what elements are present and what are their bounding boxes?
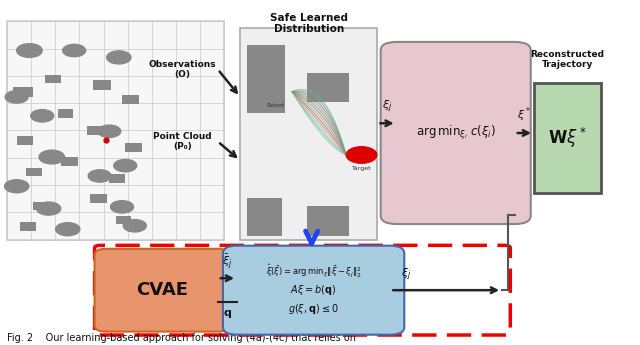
Bar: [240, 28, 378, 239]
Bar: [20, 222, 36, 231]
Circle shape: [107, 51, 131, 64]
Bar: [307, 207, 349, 236]
Bar: [307, 72, 349, 102]
Circle shape: [5, 91, 28, 103]
Text: $\mathbf{q}$: $\mathbf{q}$: [223, 308, 232, 321]
Circle shape: [111, 201, 134, 213]
Text: Point Cloud
(P₀): Point Cloud (P₀): [154, 132, 212, 151]
Bar: [87, 126, 104, 135]
Bar: [116, 216, 131, 224]
Text: $A\xi = b(\mathbf{q})$: $A\xi = b(\mathbf{q})$: [291, 283, 337, 297]
Text: $\xi_j$: $\xi_j$: [401, 266, 412, 283]
Circle shape: [17, 44, 42, 57]
Text: CVAE: CVAE: [136, 281, 188, 299]
Circle shape: [36, 202, 61, 215]
Bar: [246, 198, 282, 236]
Bar: [17, 136, 33, 145]
Circle shape: [346, 147, 377, 163]
Circle shape: [31, 110, 54, 122]
Circle shape: [124, 219, 147, 232]
Text: Robot: Robot: [266, 103, 284, 108]
FancyBboxPatch shape: [381, 42, 531, 224]
Bar: [7, 21, 224, 239]
Circle shape: [56, 223, 80, 236]
Text: Target: Target: [352, 166, 371, 171]
Bar: [93, 80, 111, 90]
Bar: [90, 195, 107, 204]
FancyBboxPatch shape: [223, 246, 404, 335]
Circle shape: [63, 45, 86, 57]
Text: $\mathrm{arg\,min}_{\xi_i}\ c(\xi_i)$: $\mathrm{arg\,min}_{\xi_i}\ c(\xi_i)$: [415, 124, 496, 142]
Bar: [26, 168, 42, 176]
Text: Reconstructed
Trajectory: Reconstructed Trajectory: [531, 50, 604, 69]
Circle shape: [114, 159, 137, 172]
Bar: [109, 174, 125, 183]
Circle shape: [98, 125, 121, 137]
Bar: [246, 45, 285, 113]
FancyBboxPatch shape: [95, 249, 229, 332]
Text: $\xi^*$: $\xi^*$: [517, 106, 531, 125]
Circle shape: [4, 180, 29, 193]
Circle shape: [39, 150, 65, 164]
Circle shape: [88, 170, 111, 182]
Bar: [61, 157, 78, 166]
Text: Fig. 2    Our learning-based approach for solving (4a)-(4c) that relies on: Fig. 2 Our learning-based approach for s…: [7, 333, 356, 343]
Bar: [122, 95, 139, 104]
Bar: [125, 143, 142, 152]
Text: $g(\xi,\mathbf{q}) \leq 0$: $g(\xi,\mathbf{q}) \leq 0$: [288, 302, 339, 316]
Text: $\xi_j$: $\xi_j$: [382, 98, 392, 115]
Bar: [13, 87, 33, 97]
Bar: [45, 75, 61, 83]
Bar: [58, 109, 74, 118]
Text: $\mathbf{W}\xi^*$: $\mathbf{W}\xi^*$: [548, 126, 587, 150]
Bar: [33, 202, 48, 210]
Text: Safe Learned
Distribution: Safe Learned Distribution: [270, 13, 348, 34]
Text: $\hat{\xi}(\bar{\xi})=\mathrm{arg\,min}_{\xi}\|\bar{\xi}-\xi_j\|_2^2$: $\hat{\xi}(\bar{\xi})=\mathrm{arg\,min}_…: [266, 262, 362, 278]
Bar: [534, 83, 601, 193]
Text: Observations
(O): Observations (O): [149, 60, 216, 79]
Text: $\bar{\xi}_j$: $\bar{\xi}_j$: [222, 253, 233, 271]
